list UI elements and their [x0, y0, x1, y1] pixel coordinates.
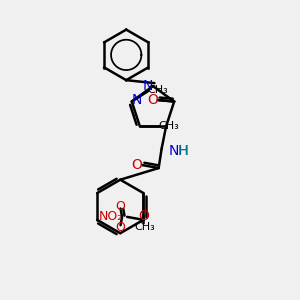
Text: NH: NH	[168, 144, 189, 158]
Text: NO₂: NO₂	[98, 210, 123, 224]
Text: O: O	[147, 93, 158, 107]
Text: N: N	[142, 79, 153, 93]
Text: O: O	[131, 158, 142, 172]
Text: H: H	[178, 144, 188, 158]
Text: O: O	[116, 221, 125, 234]
Text: CH₃: CH₃	[135, 222, 155, 232]
Text: CH₃: CH₃	[158, 122, 179, 131]
Text: O: O	[116, 200, 125, 213]
Text: O: O	[138, 209, 149, 223]
Text: CH₃: CH₃	[147, 85, 168, 94]
Text: N: N	[132, 93, 142, 107]
